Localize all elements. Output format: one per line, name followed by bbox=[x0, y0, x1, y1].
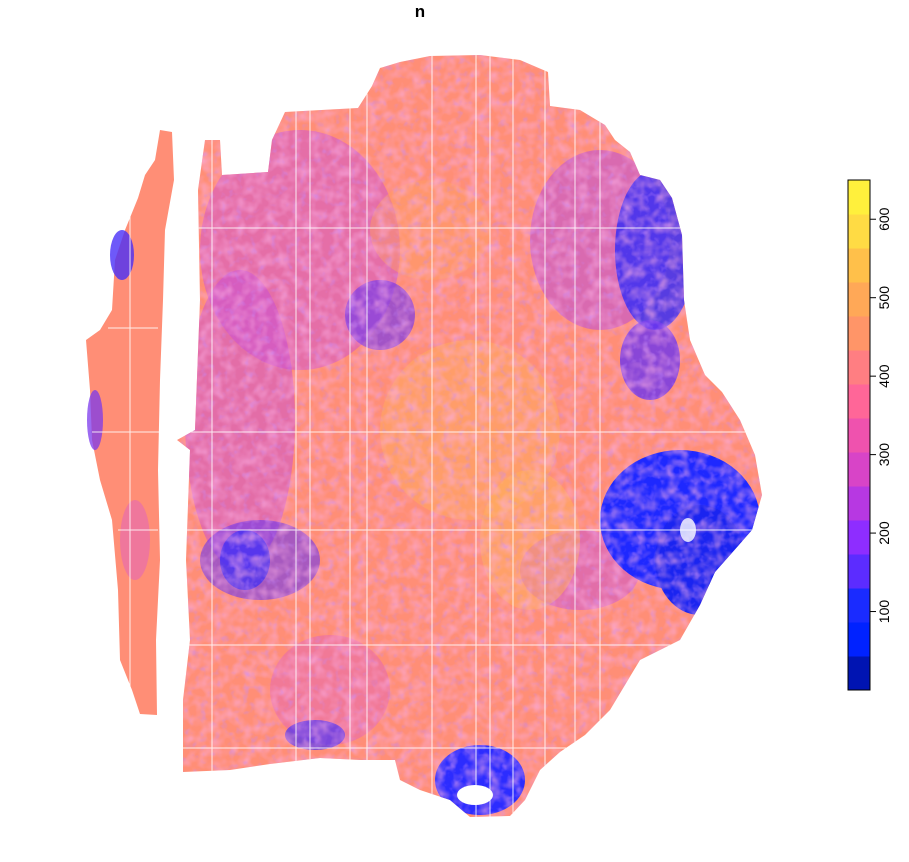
legend-color-step bbox=[848, 588, 870, 623]
legend-color-step bbox=[848, 520, 870, 555]
legend-color-step bbox=[848, 384, 870, 419]
plot-title: n bbox=[414, 2, 426, 21]
legend-tick-label: 100 bbox=[876, 600, 892, 624]
legend-tick-label: 600 bbox=[876, 207, 892, 231]
legend-color-step bbox=[848, 622, 870, 657]
legend-ticks: 100 200 300 400 500 600 bbox=[870, 207, 892, 623]
legend-color-step bbox=[848, 248, 870, 283]
legend-frame bbox=[847, 179, 871, 691]
legend-tick-label: 300 bbox=[876, 443, 892, 467]
legend-tick-label: 400 bbox=[876, 364, 892, 388]
legend-color-step bbox=[848, 486, 870, 521]
legend-color-step bbox=[848, 656, 870, 691]
legend-tick-label: 500 bbox=[876, 286, 892, 310]
raster-west-strip bbox=[86, 130, 174, 715]
legend-color-step bbox=[848, 418, 870, 453]
legend-tick-label: 200 bbox=[876, 521, 892, 545]
legend-color-step bbox=[848, 282, 870, 317]
legend-color-step bbox=[848, 452, 870, 487]
legend-color-bar bbox=[848, 180, 870, 691]
legend-color-step bbox=[848, 554, 870, 589]
legend-color-step bbox=[848, 350, 870, 385]
legend-color-step bbox=[848, 316, 870, 351]
legend-color-step bbox=[848, 214, 870, 249]
legend-color-step bbox=[848, 180, 870, 215]
